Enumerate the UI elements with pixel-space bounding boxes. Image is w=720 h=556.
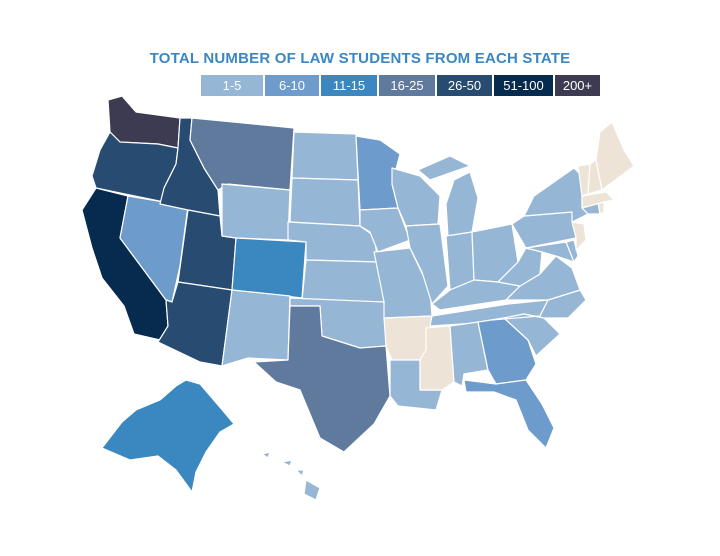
legend: 1-5 6-10 11-15 16-25 26-50 51-100 200+ (201, 75, 600, 96)
legend-item-16-25: 16-25 (379, 75, 437, 96)
state-maryland[interactable] (525, 241, 575, 263)
state-colorado[interactable] (231, 237, 307, 299)
legend-item-51-100: 51-100 (494, 75, 555, 96)
state-kansas[interactable] (301, 259, 385, 303)
state-massachusetts[interactable] (581, 191, 615, 209)
legend-item-6-10: 6-10 (265, 75, 321, 96)
state-north-dakota[interactable] (291, 131, 359, 181)
state-new-mexico[interactable] (221, 289, 291, 367)
state-texas[interactable] (253, 305, 391, 453)
state-north-carolina[interactable] (491, 289, 587, 321)
state-south-dakota[interactable] (289, 177, 361, 227)
state-florida[interactable] (463, 379, 555, 449)
state-hawaii[interactable] (261, 451, 321, 501)
legend-item-1-5: 1-5 (201, 75, 265, 96)
legend-item-200-plus: 200+ (555, 75, 600, 96)
legend-item-26-50: 26-50 (437, 75, 494, 96)
map-title: TOTAL NUMBER OF LAW STUDENTS FROM EACH S… (149, 50, 571, 67)
state-wyoming[interactable] (221, 183, 291, 241)
state-new-jersey[interactable] (571, 221, 587, 251)
state-maine[interactable] (595, 121, 635, 191)
state-alaska[interactable] (101, 379, 235, 493)
legend-item-11-15: 11-15 (321, 75, 379, 96)
state-new-york[interactable] (523, 167, 589, 223)
state-delaware[interactable] (565, 239, 579, 263)
